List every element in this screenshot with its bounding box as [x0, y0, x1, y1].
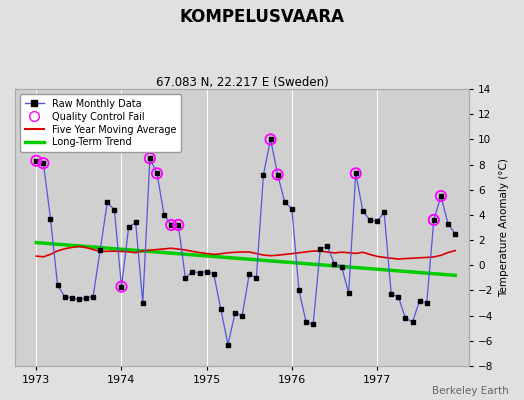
Title: 67.083 N, 22.217 E (Sweden): 67.083 N, 22.217 E (Sweden): [156, 76, 329, 89]
Point: [274, 172, 282, 178]
Text: Berkeley Earth: Berkeley Earth: [432, 386, 508, 396]
Point: [117, 284, 126, 290]
Point: [352, 170, 360, 176]
Point: [436, 193, 445, 199]
Text: KOMPELUSVAARA: KOMPELUSVAARA: [180, 8, 344, 26]
Point: [430, 217, 438, 223]
Y-axis label: Temperature Anomaly (°C): Temperature Anomaly (°C): [499, 158, 509, 297]
Point: [167, 222, 176, 228]
Point: [266, 136, 275, 142]
Point: [32, 158, 40, 164]
Point: [146, 155, 154, 162]
Point: [174, 222, 182, 228]
Legend: Raw Monthly Data, Quality Control Fail, Five Year Moving Average, Long-Term Tren: Raw Monthly Data, Quality Control Fail, …: [20, 94, 181, 152]
Point: [153, 170, 161, 176]
Point: [39, 160, 48, 166]
